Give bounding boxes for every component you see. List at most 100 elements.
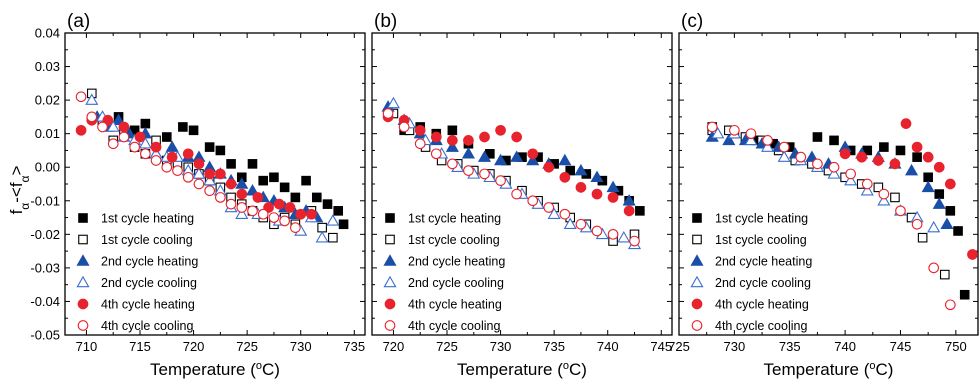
data-point [118,131,130,143]
panels: (a) 0.04 0.03 0.02 0.01 0.00 -0.01 -0.02 -0.03 -0… [30,11,979,379]
legend-marker [385,234,395,245]
data-point [606,180,620,193]
series-4 [386,96,642,250]
legend-marker [692,234,702,245]
data-point [326,214,340,226]
legend-marker [690,254,704,266]
data-point [75,124,87,136]
data-point [215,168,226,180]
legend-label: 4th cycle cooling [715,319,807,333]
x-tick-label: 720 [183,339,205,354]
data-point [945,206,956,216]
data-point [607,192,619,203]
data-point [290,222,301,233]
data-point [134,131,146,143]
data-point [204,168,215,180]
data-point [311,192,322,203]
y-tick-label: -0.05 [30,328,60,343]
data-point [575,182,587,193]
data-point [447,135,458,146]
data-point [617,230,631,243]
y-tick-label: 0.00 [35,160,60,175]
data-point [495,175,506,186]
data-point [967,249,978,260]
data-point [856,151,868,163]
data-point [178,122,188,132]
data-point [563,217,577,230]
data-point [414,138,426,150]
data-point [511,188,522,200]
y-tick-label: -0.03 [30,260,60,275]
data-point [107,138,119,150]
legend: 1st cycle heating 1st cycle cooling 2nd cy… [383,212,505,333]
data-point [905,163,919,176]
data-point [878,188,890,200]
data-point [526,153,540,166]
data-point [944,178,956,190]
data-point [706,121,718,133]
data-point [729,124,740,136]
legend-marker [692,213,702,223]
data-point [933,161,945,173]
data-point [430,148,442,160]
data-point [635,206,645,216]
data-point [934,189,945,199]
data-point [877,194,891,206]
data-point [225,178,237,190]
data-point [527,148,539,160]
data-point [917,232,928,243]
legend-label: 4th cycle cooling [408,319,500,333]
data-point [257,208,269,220]
data-point [269,172,279,183]
data-point [166,151,178,163]
data-point [463,135,474,146]
data-point [575,218,587,230]
data-point [386,96,400,109]
data-point [273,198,285,210]
x-tick-label: 735 [343,339,365,354]
data-point [193,178,205,190]
x-tick-label: 745 [650,339,672,354]
x-tick-label: 735 [543,339,565,354]
data-point [129,141,140,153]
data-point [182,171,194,183]
legend-label: 1st cycle cooling [101,233,193,247]
data-point [150,155,162,166]
data-point [900,118,912,129]
data-point [445,140,459,152]
data-point [268,212,280,223]
data-point [591,225,603,237]
data-point [328,232,338,243]
series-6 [706,121,956,311]
legend-label: 1st cycle heating [101,212,194,226]
data-point [317,222,327,233]
data-point [290,192,301,203]
data-point [795,151,807,163]
data-point [839,148,851,160]
legend-label: 2nd cycle cooling [715,276,811,290]
data-point [711,126,725,139]
data-point [315,230,329,243]
data-point [911,218,923,230]
data-point [495,124,506,136]
data-point [805,150,819,162]
data-point [928,262,940,274]
data-point [140,118,151,129]
data-point [430,131,442,143]
data-points [381,96,645,250]
data-point [477,150,492,162]
data-point [761,140,775,152]
data-point [912,152,922,162]
data-point [922,151,934,163]
data-point [872,155,884,166]
data-point [953,226,963,236]
x-tick-label: 750 [945,339,967,354]
legend-label: 1st cycle heating [715,212,808,226]
data-point [447,158,458,170]
y-tick-label: -0.04 [30,294,60,309]
data-point [778,141,790,153]
x-axis-title: Temperature (oC) [764,360,894,379]
legend: 1st cycle heating 1st cycle cooling 2nd cy… [76,212,198,333]
legend-label: 4th cycle heating [408,298,502,312]
data-point [777,150,791,162]
